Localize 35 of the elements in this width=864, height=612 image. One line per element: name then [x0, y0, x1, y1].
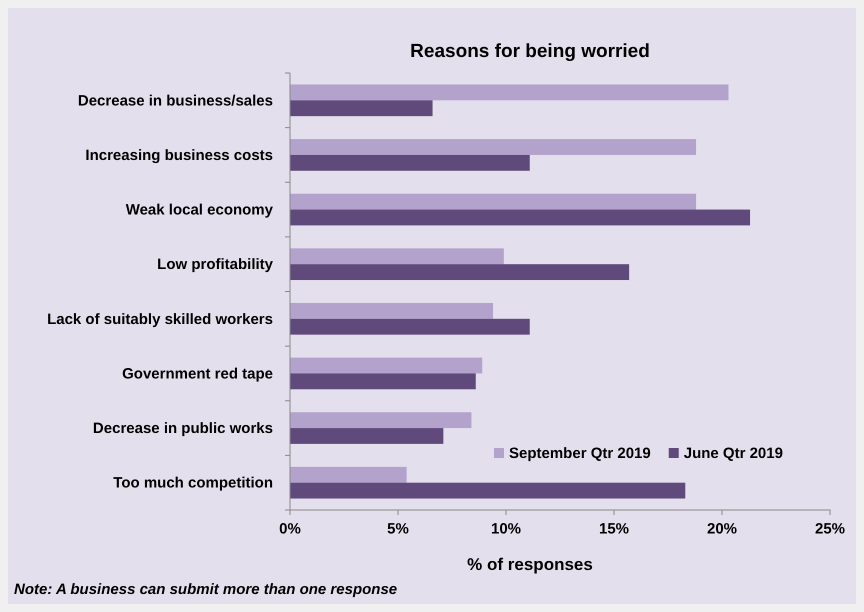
bar — [290, 302, 494, 319]
bar — [290, 428, 444, 444]
x-tick-label: 0% — [279, 520, 301, 538]
bar — [290, 264, 630, 280]
bar — [290, 210, 750, 226]
x-tick-label: 20% — [706, 520, 738, 538]
x-tick-label: 10% — [490, 520, 522, 538]
y-tick-label: Lack of suitably skilled workers — [47, 310, 273, 328]
y-tick-label: Low profitability — [157, 256, 274, 274]
y-tick-label: Decrease in public works — [92, 420, 273, 438]
bar — [290, 482, 686, 499]
chart-title: Reasons for being worried — [410, 41, 650, 62]
bar — [290, 358, 482, 374]
x-tick-label: 25% — [814, 520, 846, 538]
x-axis-title: % of responses — [467, 555, 593, 574]
legend-label: June Qtr 2019 — [684, 445, 783, 462]
y-tick-label: Decrease in business/sales — [78, 92, 273, 110]
text: Note: A business can submit more than one response — [14, 581, 398, 598]
bar — [290, 84, 728, 100]
y-tick-label: Weak local economy — [126, 202, 274, 219]
bar — [290, 100, 433, 116]
bar — [290, 373, 476, 390]
x-tick-label: 5% — [387, 520, 409, 538]
y-tick-label: Government red tape — [122, 365, 273, 382]
bar — [290, 466, 407, 483]
bar — [290, 154, 530, 171]
y-tick-label: Increasing business costs — [85, 146, 273, 164]
bar — [290, 248, 504, 264]
bar — [290, 318, 530, 335]
x-tick-label: 15% — [598, 520, 630, 538]
y-tick-label: Too much competition — [113, 474, 273, 492]
legend-label: September Qtr 2019 — [509, 445, 651, 462]
bar — [290, 412, 472, 428]
bar — [290, 139, 696, 155]
bar — [290, 194, 696, 210]
